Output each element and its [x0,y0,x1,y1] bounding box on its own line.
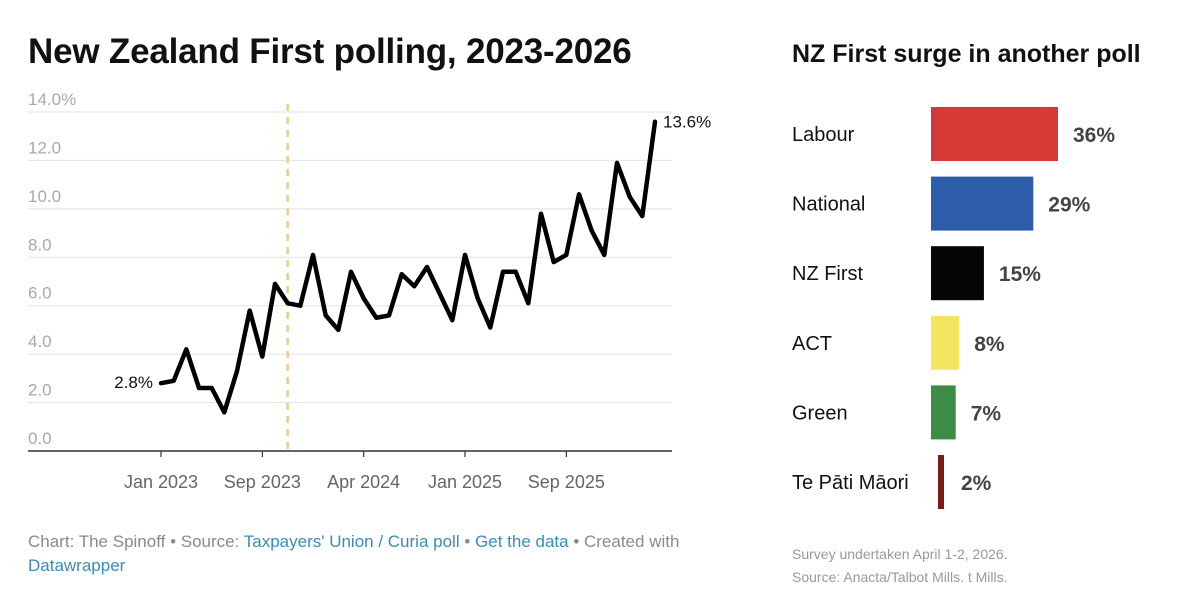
chart-credit: Chart: The Spinoff • Source: Taxpayers' … [28,530,718,578]
bar-value-label: 29% [1048,194,1090,217]
bar-category-label: National [792,194,865,216]
bar [931,315,960,370]
bar [931,385,956,440]
source-note: Source: Anacta/Talbot Mills. t Mills. [792,569,1008,585]
y-tick-label: 6.0 [28,284,52,303]
y-tick-label: 8.0 [28,235,52,254]
line-chart: 0.0 2.0 4.0 6.0 8.0 10.0 12.0 14.0% Jan 2023 Sep… [28,90,711,492]
bar-category-label: ACT [792,333,832,355]
bar [931,107,1058,161]
y-tick-label: 10.0 [28,187,61,206]
start-value-label: 2.8% [114,373,153,392]
bar-chart-title: NZ First surge in another poll [792,40,1141,68]
bar-value-label: 2% [961,472,992,495]
x-tick-label: Sep 2025 [528,472,605,492]
bar-value-label: 36% [1073,124,1115,147]
credit-prefix: Chart: The Spinoff • Source: [28,532,244,551]
bar-value-label: 8% [974,333,1005,356]
bar [931,246,984,301]
bar-category-label: NZ First [792,263,864,285]
source-link[interactable]: Taxpayers' Union / Curia poll [243,532,460,551]
bar-chart-notes: Survey undertaken April 1-2, 2026. Sourc… [792,543,1008,589]
survey-date-note: Survey undertaken April 1-2, 2026. [792,546,1008,562]
x-tick-label: Jan 2025 [428,472,502,492]
credit-created: • Created with [568,532,680,551]
bar [931,176,1034,231]
x-tick-label: Sep 2023 [224,472,301,492]
nz-first-polling-line [158,119,658,415]
get-data-link[interactable]: Get the data [475,532,569,551]
y-tick-label: 2.0 [28,381,52,400]
bar-value-label: 15% [999,263,1041,286]
bar-category-label: Te Pāti Māori [792,472,909,494]
y-tick-label: 4.0 [28,332,52,351]
bar-value-label: 7% [971,402,1002,425]
y-tick-label: 14.0% [28,90,76,109]
credit-separator: • [459,532,476,551]
datawrapper-link[interactable]: Datawrapper [28,556,126,575]
y-tick-label: 0.0 [28,429,52,448]
bar-chart: Labour 36% National 29% NZ First 15% ACT 8% Gree… [792,107,1115,509]
end-value-label: 13.6% [663,113,711,132]
y-tick-label: 12.0 [28,138,61,157]
bar [938,455,944,509]
bar-category-label: Labour [792,124,855,146]
bar-category-label: Green [792,402,848,424]
line-chart-title: New Zealand First polling, 2023-2026 [28,32,632,71]
x-tick-label: Jan 2023 [124,472,198,492]
x-tick-label: Apr 2024 [327,472,400,492]
